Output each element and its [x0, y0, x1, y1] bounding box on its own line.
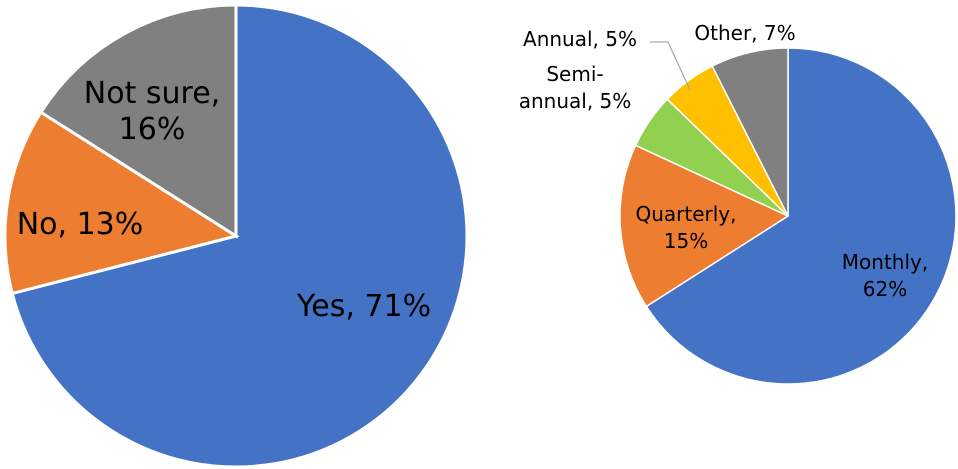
slice-not-sure — [38, 3, 238, 239]
data-label-other: Other, 7% — [694, 21, 795, 45]
data-label-annual: Annual, 5% — [523, 27, 637, 51]
slice-yes — [10, 3, 469, 469]
slice-quarterly — [619, 144, 790, 308]
pie-chart-recommend: Yes, 71% No, 13% Not sure, 16% — [3, 3, 469, 469]
data-label-not-sure: Not sure, 16% — [84, 76, 220, 147]
data-label-monthly: Monthly, 62% — [842, 250, 928, 301]
slice-no — [3, 110, 240, 296]
slice-other — [711, 47, 789, 217]
leader-line-annual — [650, 41, 691, 91]
data-label-quarterly: Quarterly, 15% — [635, 202, 736, 253]
slice-monthly — [645, 47, 957, 385]
data-label-semi-annual: Semi-annual, 5% — [519, 62, 632, 113]
pie-chart-frequency: Monthly, 62% Quarterly, 15% Semi-annual, 5% A… — [519, 21, 957, 385]
data-label-yes: Yes, 71% — [296, 289, 431, 324]
data-label-no: No, 13% — [17, 207, 144, 242]
